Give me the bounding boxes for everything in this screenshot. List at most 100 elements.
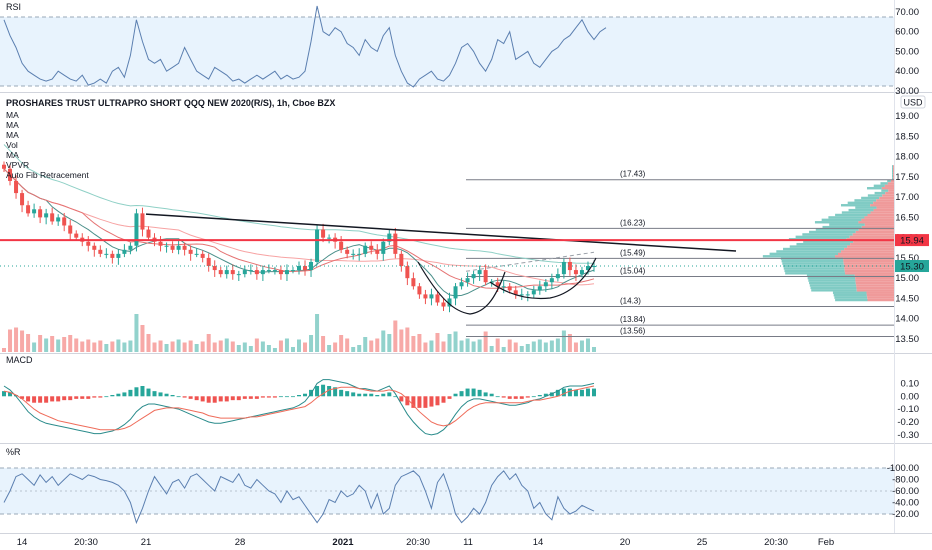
volume-bar	[170, 341, 175, 352]
vpvr-bar	[849, 235, 894, 239]
price-label-red-bg	[895, 234, 929, 247]
volume-bar	[56, 339, 61, 352]
candle-body	[369, 245, 374, 250]
macd-histogram-bar	[26, 396, 31, 402]
currency-badge[interactable]	[900, 95, 926, 109]
candle-body	[260, 270, 265, 275]
volume-bar	[80, 341, 85, 352]
macd-histogram-bar	[477, 389, 482, 397]
candle-body	[405, 266, 410, 279]
drawings[interactable]	[0, 213, 894, 315]
volume-bar	[62, 337, 67, 352]
fib-level-label: (14.3)	[620, 297, 641, 306]
macd-histogram-bar	[363, 393, 368, 397]
candle-body	[393, 233, 398, 254]
cup-curve	[489, 257, 597, 300]
vpvr-bar	[854, 274, 894, 277]
macd-histogram-bar	[230, 396, 235, 401]
volume-bar	[429, 340, 434, 352]
vpvr-bar	[858, 221, 894, 224]
vpvr-bar	[850, 242, 894, 246]
macd-histogram-bar	[351, 392, 356, 397]
vpvr-bar	[835, 298, 868, 302]
willr-tick-label: -60.00	[892, 486, 919, 497]
fib-retracement[interactable]: (17.43) (16.23) (15.49) (15.04) (14.3) (13.84…	[466, 170, 894, 338]
macd-histogram-bar	[381, 393, 386, 397]
vpvr-bar	[893, 177, 894, 180]
vpvr-bar	[781, 259, 844, 263]
macd-histogram-bar	[188, 396, 193, 399]
macd-histogram-bar	[405, 396, 410, 406]
candle-body	[8, 168, 13, 181]
legend-item-fib[interactable]: Auto Fib Retracement	[6, 170, 89, 180]
candle-body	[74, 233, 79, 238]
time-tick-label: 14	[533, 537, 544, 548]
macd-histogram-bar	[501, 396, 506, 398]
time-tick-label: 14	[17, 537, 28, 548]
volume-bar	[278, 340, 283, 352]
price-label-last-bg	[895, 260, 929, 273]
legend-item-ma[interactable]: MA	[6, 130, 19, 140]
volume-bar	[369, 340, 374, 352]
volume-bar	[537, 339, 542, 352]
vpvr-bar	[782, 262, 844, 265]
vpvr-bar	[802, 233, 853, 236]
price-y-axis: 19.0018.5018.0017.5017.0016.5016.0015.50…	[0, 111, 929, 345]
vpvr-bar	[855, 279, 894, 282]
macd-histogram-bar	[140, 386, 145, 397]
macd-histogram-bar	[423, 396, 428, 408]
macd-histogram-bar	[471, 388, 476, 397]
volume-bar	[315, 314, 320, 352]
vpvr-bar	[892, 165, 894, 168]
vpvr-bar	[866, 291, 894, 294]
candle-body	[32, 209, 37, 214]
macd-pane-label: MACD	[6, 355, 33, 365]
vpvr-bar	[835, 213, 868, 217]
volume-bar	[507, 339, 512, 352]
vpvr-bar	[848, 208, 874, 212]
macd-histogram-bar	[170, 395, 175, 397]
macd-histogram-bar	[284, 396, 289, 398]
macd-histogram-bar	[393, 396, 398, 398]
vpvr-bar	[856, 284, 894, 287]
volume-bar	[375, 338, 380, 352]
trend-line	[145, 213, 737, 252]
macd-histogram-bar	[92, 396, 97, 398]
candle-body	[14, 180, 19, 194]
willr-tick-label: -40.00	[892, 498, 919, 509]
candle-body	[477, 270, 482, 275]
vpvr-bar	[888, 189, 894, 192]
macd-histogram-bar	[56, 396, 61, 402]
rsi-plot	[3, 5, 607, 88]
candle-body	[399, 253, 404, 267]
vpvr-bar	[893, 174, 894, 178]
volume-profile	[762, 165, 894, 302]
vpvr-bar	[832, 291, 867, 294]
volume-bar	[381, 330, 386, 352]
legend-item-ma[interactable]: MA	[6, 120, 19, 130]
candle-body	[363, 245, 368, 254]
candle-body	[555, 274, 560, 279]
price-tick-label: 16.50	[895, 212, 919, 223]
volume-bar	[176, 339, 181, 352]
time-axis[interactable]: 14 20:30 21 28 2021 20:30 11 14 20 25 20:30 Feb	[17, 537, 834, 548]
fib-level-label: (13.56)	[620, 327, 646, 336]
fib-level-label: (16.23)	[620, 218, 646, 227]
volume-bar	[423, 342, 428, 352]
vpvr-bar	[783, 267, 845, 270]
legend-item-ma[interactable]: MA	[6, 110, 19, 120]
macd-histogram-bar	[489, 393, 494, 397]
legend-item-ma[interactable]: MA	[6, 150, 19, 160]
volume-bar	[218, 340, 223, 352]
time-tick-label: 20:30	[406, 537, 430, 548]
rsi-tick-label: 70.00	[895, 7, 919, 18]
macd-line	[3, 379, 595, 436]
candle-body	[327, 237, 332, 239]
candle-body	[501, 286, 506, 288]
indicator-legend: MA MA MA Vol MA VPVR Auto Fib Retracemen…	[6, 110, 89, 180]
candle-body	[315, 229, 320, 262]
vpvr-bar	[853, 240, 894, 243]
legend-item-vol[interactable]: Vol	[6, 140, 18, 150]
legend-item-vpvr[interactable]: VPVR	[6, 160, 30, 170]
